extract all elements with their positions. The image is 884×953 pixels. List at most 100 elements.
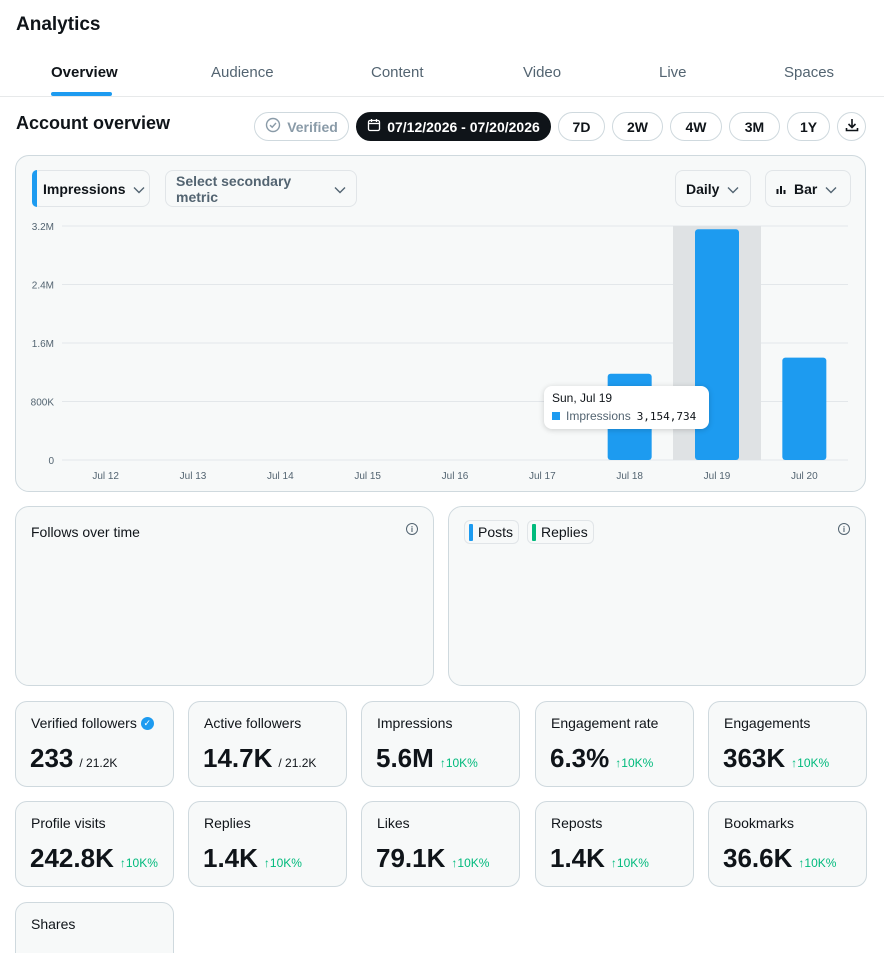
section-title: Account overview [16, 113, 171, 133]
chart-type-dropdown[interactable]: Bar [765, 170, 851, 207]
stat-label: Shares [31, 916, 76, 932]
tooltip-date: Sun, Jul 19 [552, 391, 613, 405]
stat-label: Replies [204, 815, 251, 831]
tab-audience[interactable]: Audience [211, 64, 274, 81]
interval-dropdown[interactable]: Daily [675, 170, 751, 207]
legend-replies[interactable]: Replies [527, 520, 594, 544]
stat-label: Verified followers ✓ [31, 715, 154, 731]
stat-change: ↑10K% [615, 756, 654, 770]
stat-label: Likes [377, 815, 410, 831]
stat-card[interactable]: Bookmarks 36.6K ↑10K% [708, 801, 867, 887]
range-7d-button[interactable]: 7D [558, 112, 605, 141]
chevron-down-icon [334, 181, 346, 197]
stat-card[interactable]: Shares [15, 902, 174, 953]
stat-value: 363K ↑10K% [723, 743, 830, 773]
stat-card[interactable]: Active followers 14.7K/ 21.2K [188, 701, 347, 787]
range-2w-button[interactable]: 2W [612, 112, 663, 141]
secondary-metric-dropdown[interactable]: Select secondary metric [165, 170, 357, 207]
secondary-metric-label: Select secondary metric [176, 172, 292, 205]
stat-label: Reposts [551, 815, 603, 831]
stat-card[interactable]: Impressions 5.6M ↑10K% [361, 701, 520, 787]
y-tick-label: 0 [48, 456, 54, 467]
x-tick-label: Jul 14 [267, 471, 294, 482]
stat-change: ↑10K% [263, 856, 302, 870]
stat-value: 1.4K ↑10K% [203, 843, 302, 873]
stat-label: Active followers [204, 715, 302, 731]
x-tick-label: Jul 18 [616, 471, 643, 482]
chevron-down-icon [727, 181, 739, 197]
chevron-down-icon [133, 181, 145, 197]
x-tick-label: Jul 19 [704, 471, 731, 482]
legend-posts-label: Posts [478, 524, 514, 540]
active-tab-indicator [51, 92, 112, 96]
stat-value: 79.1K ↑10K% [376, 843, 490, 873]
stat-total: / 21.2K [278, 756, 317, 770]
stat-value: 36.6K ↑10K% [723, 843, 837, 873]
interval-label: Daily [686, 180, 720, 197]
metric-color-accent [32, 170, 37, 207]
bar-chart-icon [776, 181, 786, 197]
stat-change: ↑10K% [451, 856, 490, 870]
range-1y-button[interactable]: 1Y [787, 112, 830, 141]
stat-value: 242.8K ↑10K% [30, 843, 158, 873]
range-3m-button[interactable]: 3M [729, 112, 780, 141]
tab-overview[interactable]: Overview [51, 64, 118, 81]
stat-card[interactable]: Engagement rate 6.3% ↑10K% [535, 701, 694, 787]
tab-video[interactable]: Video [523, 64, 562, 81]
chart-tooltip: Sun, Jul 19 Impressions 3,154,734 [544, 386, 709, 429]
stat-change: ↑10K% [610, 856, 649, 870]
stat-card[interactable]: Engagements 363K ↑10K% [708, 701, 867, 787]
stat-card[interactable]: Replies 1.4K ↑10K% [188, 801, 347, 887]
primary-metric-label: Impressions [43, 180, 126, 197]
stat-value: 6.3% ↑10K% [550, 743, 654, 773]
range-4w-button[interactable]: 4W [670, 112, 722, 141]
stat-label: Engagements [724, 715, 811, 731]
check-circle-icon [265, 117, 281, 136]
stat-value: 5.6M ↑10K% [376, 743, 478, 773]
date-range-label: 07/12/2026 - 07/20/2026 [387, 118, 540, 135]
tooltip-series-label: Impressions [566, 409, 631, 423]
info-icon[interactable]: i [838, 523, 850, 535]
info-icon[interactable]: i [406, 523, 418, 535]
chart-type-label: Bar [794, 180, 818, 197]
y-tick-label: 800K [31, 398, 55, 409]
legend-posts[interactable]: Posts [464, 520, 520, 544]
tab-spaces[interactable]: Spaces [784, 64, 835, 81]
tab-content[interactable]: Content [371, 64, 424, 81]
download-icon [844, 117, 860, 136]
stat-change: ↑10K% [791, 756, 830, 770]
x-tick-label: Jul 13 [180, 471, 207, 482]
posts-chart-card: Posts Replies i [448, 506, 866, 686]
stat-card[interactable]: Verified followers ✓ 233/ 21.2K [15, 701, 174, 787]
download-button[interactable] [837, 112, 866, 141]
tooltip-series-swatch [552, 412, 560, 420]
y-tick-label: 2.4M [32, 281, 54, 292]
primary-metric-dropdown[interactable]: Impressions [32, 170, 150, 207]
tab-live[interactable]: Live [659, 64, 687, 81]
stat-label: Engagement rate [551, 715, 659, 731]
stat-change: ↑10K% [119, 856, 158, 870]
date-range-button[interactable]: 07/12/2026 - 07/20/2026 [356, 112, 551, 141]
stat-card[interactable]: Profile visits 242.8K ↑10K% [15, 801, 174, 887]
x-tick-label: Jul 15 [354, 471, 381, 482]
x-tick-label: Jul 17 [529, 471, 556, 482]
x-tick-label: Jul 16 [442, 471, 469, 482]
stat-total: / 21.2K [79, 756, 118, 770]
verified-filter-button[interactable]: Verified [254, 112, 349, 141]
legend-replies-swatch [532, 523, 536, 541]
legend-posts-swatch [469, 523, 473, 541]
page-title: Analytics [16, 14, 101, 35]
stat-card[interactable]: Reposts 1.4K ↑10K% [535, 801, 694, 887]
x-tick-label: Jul 12 [92, 471, 119, 482]
tab-bar: Overview Audience Content Video Live Spa… [0, 52, 884, 97]
x-tick-label: Jul 20 [791, 471, 818, 482]
impressions-bar [782, 357, 827, 460]
stat-change: ↑10K% [439, 756, 478, 770]
stat-card[interactable]: Likes 79.1K ↑10K% [361, 801, 520, 887]
verified-filter-label: Verified [287, 118, 338, 135]
stat-label: Impressions [377, 715, 453, 731]
verified-badge-icon: ✓ [140, 716, 154, 730]
tooltip-value: 3,154,734 [636, 409, 697, 423]
y-tick-label: 3.2M [32, 222, 54, 233]
legend-replies-label: Replies [541, 524, 588, 540]
